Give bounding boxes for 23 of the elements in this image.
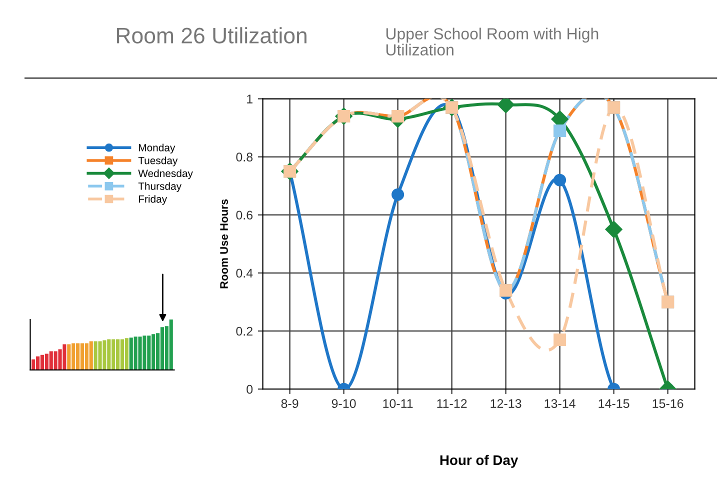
x-tick-label: 9-10: [332, 399, 356, 408]
x-tick-label: 8-9: [281, 399, 298, 408]
x-tick-label: 11-12: [437, 399, 467, 408]
legend-label: Friday: [138, 195, 168, 205]
chart-subtitle: Upper School Room with High Utilization: [386, 28, 598, 56]
legend-label: Wednesday: [138, 169, 193, 180]
x-tick-label: 13-14: [544, 399, 576, 408]
y-tick-label: 0.6: [236, 210, 253, 220]
y-tick-label: 0.2: [236, 326, 252, 336]
y-tick-label: 0.4: [236, 268, 253, 278]
y-tick-label: 0.8: [236, 152, 253, 162]
y-axis-title: Room Use Hours: [220, 199, 228, 288]
legend-label: Thursday: [138, 182, 182, 192]
x-axis-title: Hour of Day: [440, 454, 518, 468]
x-tick-label: 10-11: [383, 399, 413, 408]
legend-label: Monday: [138, 144, 176, 154]
chart-title: Room 26 Utilization: [117, 27, 306, 44]
y-tick-label: 0: [246, 384, 253, 394]
y-tick-label: 1: [247, 94, 252, 104]
legend-label: Tuesday: [138, 156, 178, 166]
x-tick-label: 14-15: [598, 399, 630, 408]
x-tick-label: 15-16: [652, 399, 684, 408]
x-tick-label: 12-13: [490, 399, 522, 408]
